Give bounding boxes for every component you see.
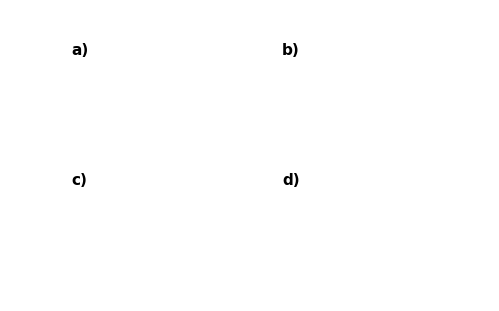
Text: a): a)	[71, 43, 88, 58]
Text: d): d)	[282, 174, 300, 188]
Text: c): c)	[71, 174, 87, 188]
Text: b): b)	[282, 43, 300, 58]
